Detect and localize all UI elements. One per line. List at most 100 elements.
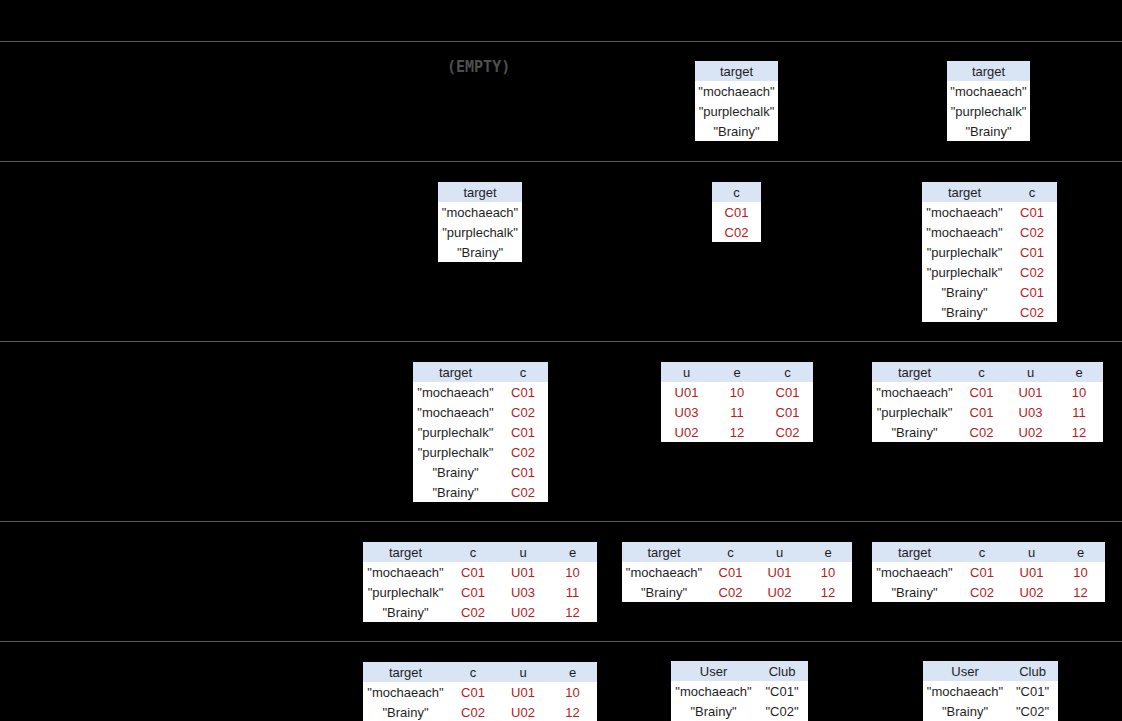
column-header: target (413, 362, 498, 382)
table-cell: U01 (498, 562, 548, 582)
table-cell: C02 (957, 582, 1007, 602)
table-cell: U02 (661, 422, 712, 442)
step2-input-table-c: cC01C02 (712, 182, 761, 242)
table-row: "Brainy"C02U0212 (872, 582, 1105, 602)
column-header: e (548, 542, 597, 562)
column-header: target (872, 542, 957, 562)
step3-input-table-u-e-c: uecU0110C01U0311C01U0212C02 (661, 362, 813, 442)
table-cell: "Brainy" (363, 602, 448, 622)
table-row: "purplechalk" (947, 101, 1030, 121)
table-row: "mochaeach"C01 (922, 202, 1057, 222)
step5-projection-table: UserClub"mochaeach""C01""Brainy""C02" (671, 661, 808, 721)
table-row: "purplechalk"C01U0311 (872, 402, 1103, 422)
step4-input-table-joined: targetcue"mochaeach"C01U0110"purplechalk… (363, 542, 597, 622)
table-cell: "mochaeach" (872, 562, 957, 582)
table-cell: U02 (1007, 582, 1056, 602)
sql-steps-canvas: (EMPTY) target"mochaeach""purplechalk""B… (0, 0, 1122, 721)
column-header: Club (1007, 661, 1058, 681)
table-cell: 10 (1055, 382, 1103, 402)
step2-input-table-target: target"mochaeach""purplechalk""Brainy" (438, 182, 522, 262)
table-cell: 12 (548, 602, 597, 622)
column-header: u (1006, 362, 1055, 382)
table-cell: "mochaeach" (695, 81, 778, 101)
table-cell: "purplechalk" (695, 101, 778, 121)
table-row: "purplechalk" (695, 101, 778, 121)
table-cell: "Brainy" (872, 582, 957, 602)
table-cell: "Brainy" (872, 422, 957, 442)
table-cell: C02 (498, 442, 548, 462)
step3-result-table-join: targetcue"mochaeach"C01U0110"purplechalk… (872, 362, 1103, 442)
table-row: "purplechalk"C02 (413, 442, 548, 462)
table-row: U0212C02 (661, 422, 813, 442)
column-header: target (922, 182, 1007, 202)
table-row: "Brainy"C02U0212 (363, 602, 597, 622)
table-row: "purplechalk"C01U0311 (363, 582, 597, 602)
table-cell: C02 (957, 422, 1006, 442)
table-cell: C02 (762, 422, 813, 442)
table-cell: U02 (498, 602, 548, 622)
table-cell: U03 (661, 402, 712, 422)
table-row: "mochaeach"C01U0110 (872, 382, 1103, 402)
table-row: C01 (712, 202, 761, 222)
table-cell: "purplechalk" (947, 101, 1030, 121)
table-row: "mochaeach"C02 (922, 222, 1057, 242)
column-header: User (923, 661, 1007, 681)
table-cell: "purplechalk" (922, 242, 1007, 262)
table-row: "purplechalk"C01 (922, 242, 1057, 262)
column-header: c (448, 662, 498, 682)
table-row: "mochaeach""C01" (923, 681, 1058, 701)
table-cell: U01 (755, 562, 804, 582)
empty-result-label: (EMPTY) (447, 58, 510, 76)
table-cell: C01 (957, 402, 1006, 422)
column-header: e (804, 542, 852, 562)
section-divider (0, 341, 1122, 342)
table-cell: "mochaeach" (438, 202, 522, 222)
column-header: target (363, 542, 448, 562)
table-cell: C02 (448, 602, 498, 622)
step5-result-table: UserClub"mochaeach""C01""Brainy""C02" (923, 661, 1058, 721)
table-cell: C02 (706, 582, 755, 602)
table-cell: "Brainy" (923, 701, 1007, 721)
section-divider (0, 161, 1122, 162)
table-row: "Brainy"C02U0212 (622, 582, 852, 602)
column-header: target (947, 61, 1030, 81)
column-header: u (498, 662, 548, 682)
table-cell: "mochaeach" (923, 681, 1007, 701)
column-header: u (498, 542, 548, 562)
table-cell: C01 (1007, 242, 1057, 262)
table-cell: 10 (548, 562, 597, 582)
table-row: C02 (712, 222, 761, 242)
table-cell: C01 (448, 582, 498, 602)
step2-result-table-cross-join: targetc"mochaeach"C01"mochaeach"C02"purp… (922, 182, 1057, 322)
table-cell: C01 (448, 682, 498, 702)
column-header: target (438, 182, 522, 202)
table-cell: "Brainy" (695, 121, 778, 141)
table-cell: "mochaeach" (363, 562, 448, 582)
table-row: "Brainy"C02 (413, 482, 548, 502)
table-cell: U02 (1006, 422, 1055, 442)
table-row: "purplechalk" (438, 222, 522, 242)
column-header: target (622, 542, 706, 562)
table-row: "mochaeach"C01U0110 (363, 562, 597, 582)
table-cell: 10 (1056, 562, 1105, 582)
column-header: c (448, 542, 498, 562)
table-cell: C02 (498, 482, 548, 502)
step1-result-table-c: target"mochaeach""purplechalk""Brainy" (947, 61, 1030, 141)
step4-result-table: targetcue"mochaeach"C01U0110"Brainy"C02U… (872, 542, 1105, 602)
table-cell: "mochaeach" (872, 382, 957, 402)
step5-input-table: targetcue"mochaeach"C01U0110"Brainy"C02U… (363, 662, 597, 721)
table-cell: "mochaeach" (922, 222, 1007, 242)
table-cell: "purplechalk" (438, 222, 522, 242)
table-row: "Brainy"C02U0212 (363, 702, 597, 721)
table-row: "Brainy" (947, 121, 1030, 141)
table-cell: U01 (1006, 382, 1055, 402)
table-cell: C01 (498, 462, 548, 482)
table-cell: U03 (1006, 402, 1055, 422)
column-header: c (498, 362, 548, 382)
table-cell: C01 (1007, 282, 1057, 302)
table-cell: "mochaeach" (671, 681, 756, 701)
table-cell: "Brainy" (413, 462, 498, 482)
table-cell: 10 (804, 562, 852, 582)
table-cell: 12 (1055, 422, 1103, 442)
table-cell: 12 (804, 582, 852, 602)
